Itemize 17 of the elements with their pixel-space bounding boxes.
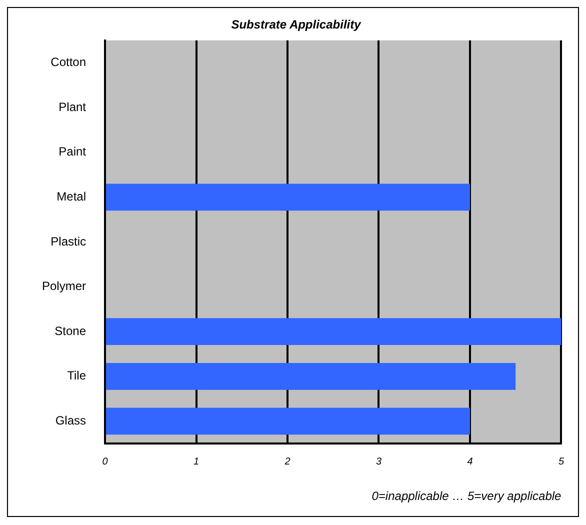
y-tick-label: Cotton bbox=[50, 55, 86, 70]
x-tick-label: 4 bbox=[467, 456, 474, 468]
y-tick-label: Tile bbox=[67, 368, 86, 383]
y-tick-label: Polymer bbox=[42, 279, 86, 294]
x-tick-label: 3 bbox=[376, 456, 382, 468]
x-axis-title: 0=inapplicable … 5=very applicable bbox=[372, 489, 562, 504]
x-tick-label: 2 bbox=[284, 456, 291, 468]
y-tick-label: Metal bbox=[56, 190, 86, 204]
x-tick-label: 5 bbox=[558, 456, 564, 468]
x-tick-label: 0 bbox=[102, 456, 108, 468]
y-tick-label: Plastic bbox=[50, 234, 86, 248]
y-tick-label: Paint bbox=[58, 144, 87, 159]
x-tick-label: 1 bbox=[193, 456, 200, 468]
y-tick-label: Glass bbox=[55, 414, 86, 428]
y-tick-label: Stone bbox=[54, 324, 86, 338]
chart-title: Substrate Applicability bbox=[231, 18, 362, 32]
y-tick-label: Plant bbox=[58, 100, 87, 114]
